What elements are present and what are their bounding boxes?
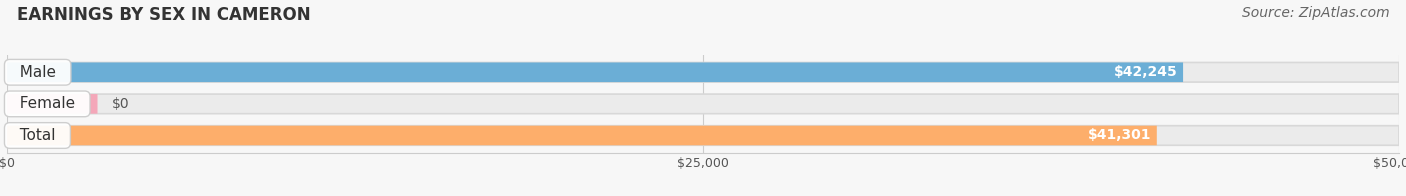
Text: Female: Female: [10, 96, 84, 111]
Text: $42,245: $42,245: [1114, 65, 1177, 79]
FancyBboxPatch shape: [7, 94, 1399, 114]
Text: EARNINGS BY SEX IN CAMERON: EARNINGS BY SEX IN CAMERON: [17, 6, 311, 24]
Text: Source: ZipAtlas.com: Source: ZipAtlas.com: [1241, 6, 1389, 20]
Text: $41,301: $41,301: [1088, 129, 1152, 142]
FancyBboxPatch shape: [7, 63, 1399, 82]
FancyBboxPatch shape: [7, 126, 1157, 145]
Text: Male: Male: [10, 65, 66, 80]
Text: Total: Total: [10, 128, 65, 143]
FancyBboxPatch shape: [7, 126, 1399, 145]
Text: $0: $0: [111, 97, 129, 111]
FancyBboxPatch shape: [7, 94, 97, 114]
FancyBboxPatch shape: [7, 63, 1182, 82]
